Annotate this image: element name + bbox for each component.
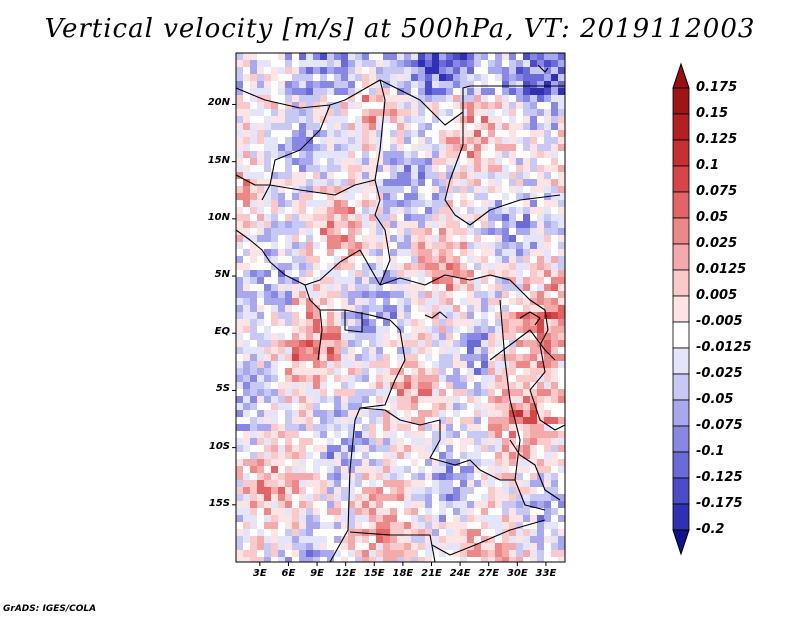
lon-tick-label: 15E (363, 568, 385, 579)
border-segment (317, 309, 323, 361)
colorbar-swatch (672, 139, 690, 167)
lat-tick-label: 5S (215, 383, 230, 395)
lon-tick-label: 12E (335, 568, 357, 579)
lat-tick-label: 5N (214, 269, 230, 281)
lat-tick-label: 10N (207, 211, 230, 223)
colorbar-level-label: -0.075 (696, 418, 743, 433)
border-segment (537, 64, 549, 73)
axis-ticks (232, 103, 547, 566)
colorbar-level-label: 0.15 (696, 106, 729, 121)
colorbar-swatch (672, 191, 690, 219)
colorbar-level-label: -0.2 (696, 522, 725, 537)
border-segment (235, 79, 565, 126)
colorbar-level-label: -0.025 (696, 366, 743, 381)
lon-tick-label: 21E (421, 568, 442, 579)
border-segment (374, 79, 386, 181)
colorbar-swatch (672, 165, 690, 193)
colorbar (672, 62, 690, 556)
grads-credit: GrADS: IGES/COLA (3, 604, 97, 614)
border-segment (359, 407, 481, 471)
border-segment (235, 174, 391, 286)
colorbar-swatch (672, 113, 690, 141)
colorbar-swatch (672, 243, 690, 271)
colorbar-level-label: 0.005 (696, 288, 738, 303)
border-segment (529, 309, 566, 431)
colorbar-level-label: 0.025 (696, 236, 738, 251)
colorbar-level-label: 0.075 (696, 184, 738, 199)
colorbar-level-label: 0.125 (696, 132, 738, 147)
lon-tick-label: 33E (535, 568, 557, 579)
lon-tick-label: 30E (506, 568, 528, 579)
lon-tick-label: 18E (392, 568, 414, 579)
border-segment (349, 531, 436, 563)
map-frame (235, 52, 566, 563)
lon-tick-label: 3E (252, 568, 267, 579)
border-segment (261, 104, 331, 201)
border-segment (344, 310, 363, 333)
colorbar-level-label: 0.05 (696, 210, 729, 225)
border-segment (235, 229, 381, 286)
lat-tick-label: 15S (208, 497, 230, 509)
colorbar-swatch (672, 425, 690, 453)
border-segment (489, 329, 556, 361)
colorbar-bottom-arrow (672, 529, 690, 556)
colorbar-level-label: -0.005 (696, 314, 743, 329)
colorbar-top-arrow (672, 62, 690, 89)
colorbar-level-label: 0.175 (696, 80, 738, 95)
colorbar-swatch (672, 321, 690, 349)
border-segment (509, 439, 561, 501)
colorbar-level-label: -0.1 (696, 444, 725, 459)
colorbar-level-label: 0.0125 (696, 262, 747, 277)
colorbar-swatch (672, 373, 690, 401)
lat-tick-label: 20N (207, 97, 230, 109)
colorbar-swatch (672, 269, 690, 297)
lat-tick-label: EQ (214, 326, 230, 338)
colorbar-level-label: -0.05 (696, 392, 734, 407)
colorbar-swatch (672, 347, 690, 375)
colorbar-level-label: -0.175 (696, 496, 743, 511)
colorbar-level-label: -0.0125 (696, 340, 752, 355)
colorbar-swatch (672, 217, 690, 245)
border-segment (444, 112, 561, 226)
vertical-velocity-field (236, 53, 565, 562)
border-segment (519, 311, 541, 326)
lon-tick-label: 24E (449, 568, 471, 579)
border-segment (431, 519, 546, 556)
colorbar-swatch (672, 399, 690, 427)
lat-tick-label: 10S (208, 440, 230, 452)
border-segment (499, 299, 546, 511)
border-segment (379, 274, 546, 311)
border-segment (329, 419, 356, 563)
lat-tick-label: 15N (207, 154, 230, 166)
border-segment (479, 469, 515, 481)
colorbar-swatch (672, 87, 690, 115)
colorbar-swatch (672, 503, 690, 531)
map-title: Vertical velocity [m/s] at 500hPa, VT: 2… (44, 14, 756, 44)
border-segment (304, 284, 391, 321)
colorbar-level-label: -0.125 (696, 470, 743, 485)
colorbar-swatch (672, 451, 690, 479)
border-segment (424, 311, 448, 319)
country-borders (235, 64, 566, 563)
lon-tick-label: 6E (281, 568, 296, 579)
colorbar-level-label: 0.1 (696, 158, 720, 173)
lon-tick-label: 27E (478, 568, 500, 579)
lon-tick-label: 9E (310, 568, 324, 579)
colorbar-swatch (672, 295, 690, 323)
colorbar-swatch (672, 477, 690, 505)
